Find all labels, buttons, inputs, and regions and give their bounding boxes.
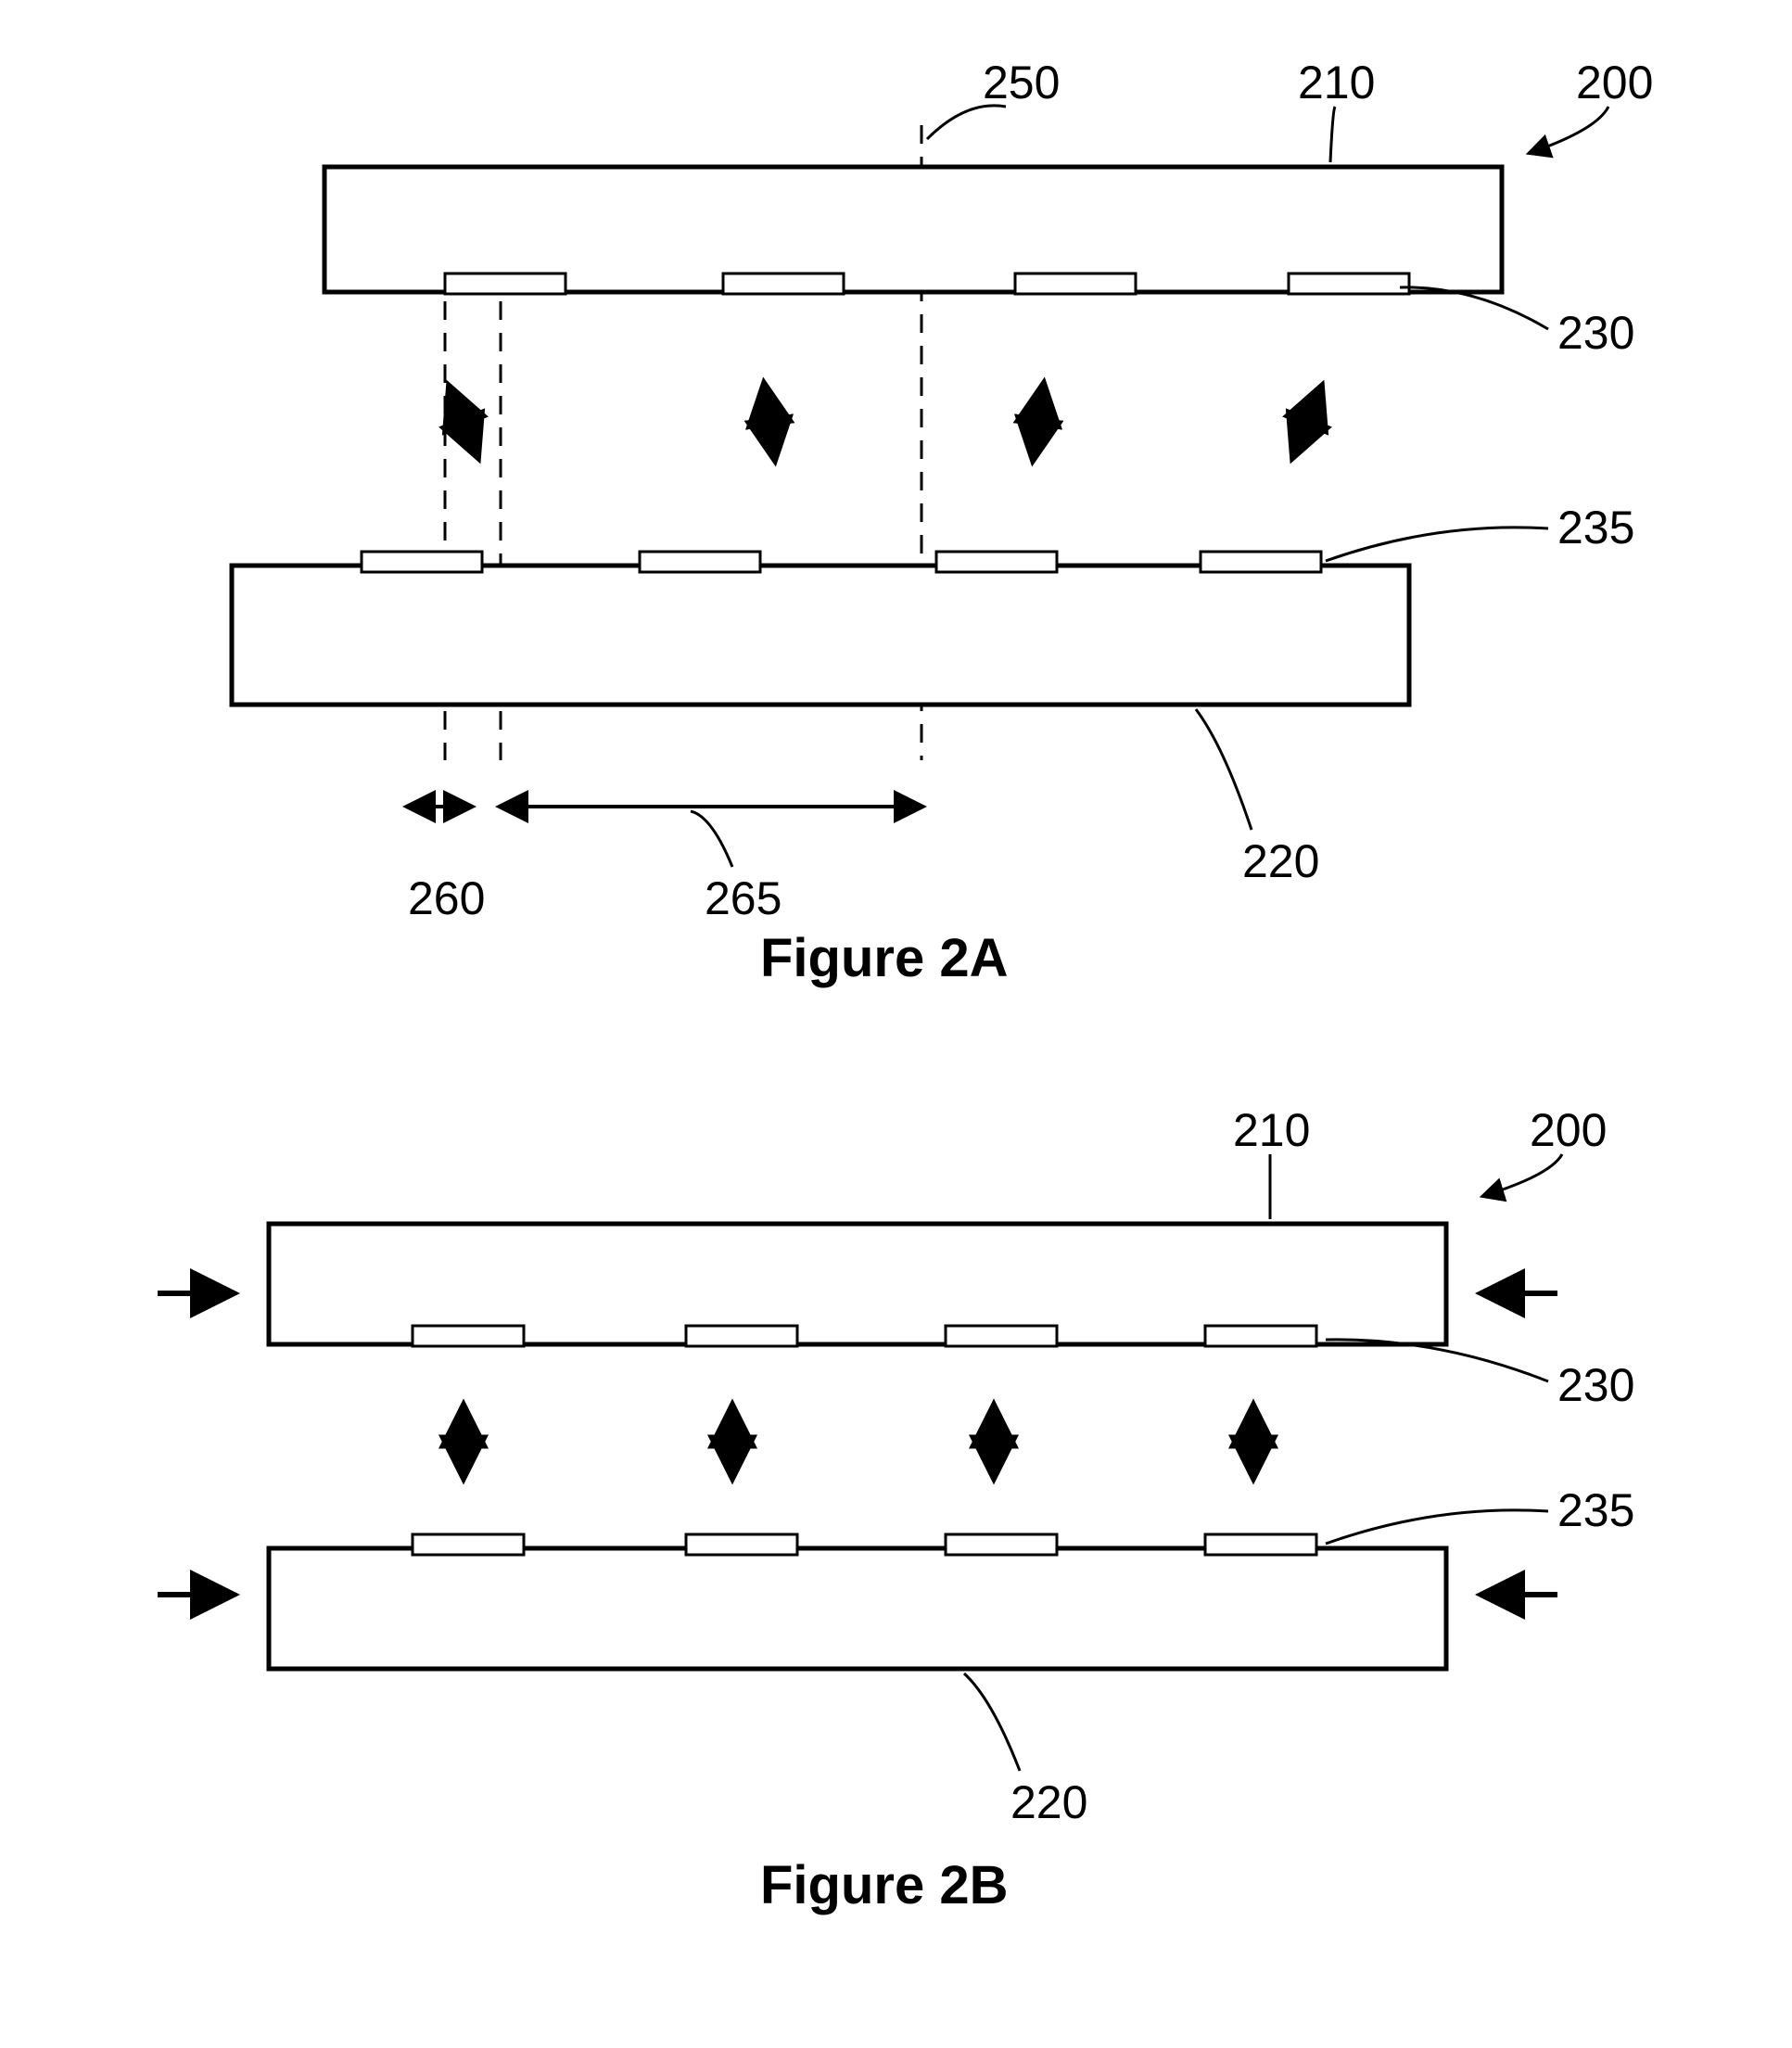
figure-2b <box>158 1154 1562 1771</box>
label-235-b: 235 <box>1557 1483 1634 1537</box>
caption-figure-2a: Figure 2A <box>760 927 1009 989</box>
label-260-a: 260 <box>408 871 485 925</box>
diagram-canvas <box>0 0 1792 2048</box>
label-200-b: 200 <box>1530 1103 1607 1157</box>
label-200-a: 200 <box>1576 56 1653 109</box>
label-230-b: 230 <box>1557 1358 1634 1412</box>
label-210-b: 210 <box>1233 1103 1310 1157</box>
label-220-a: 220 <box>1242 834 1319 888</box>
label-250-a: 250 <box>983 56 1060 109</box>
label-210-a: 210 <box>1298 56 1375 109</box>
caption-figure-2b: Figure 2B <box>760 1854 1009 1916</box>
label-230-a: 230 <box>1557 306 1634 360</box>
label-265-a: 265 <box>705 871 782 925</box>
figure-2a <box>232 106 1608 867</box>
label-235-a: 235 <box>1557 501 1634 554</box>
label-220-b: 220 <box>1010 1775 1087 1829</box>
